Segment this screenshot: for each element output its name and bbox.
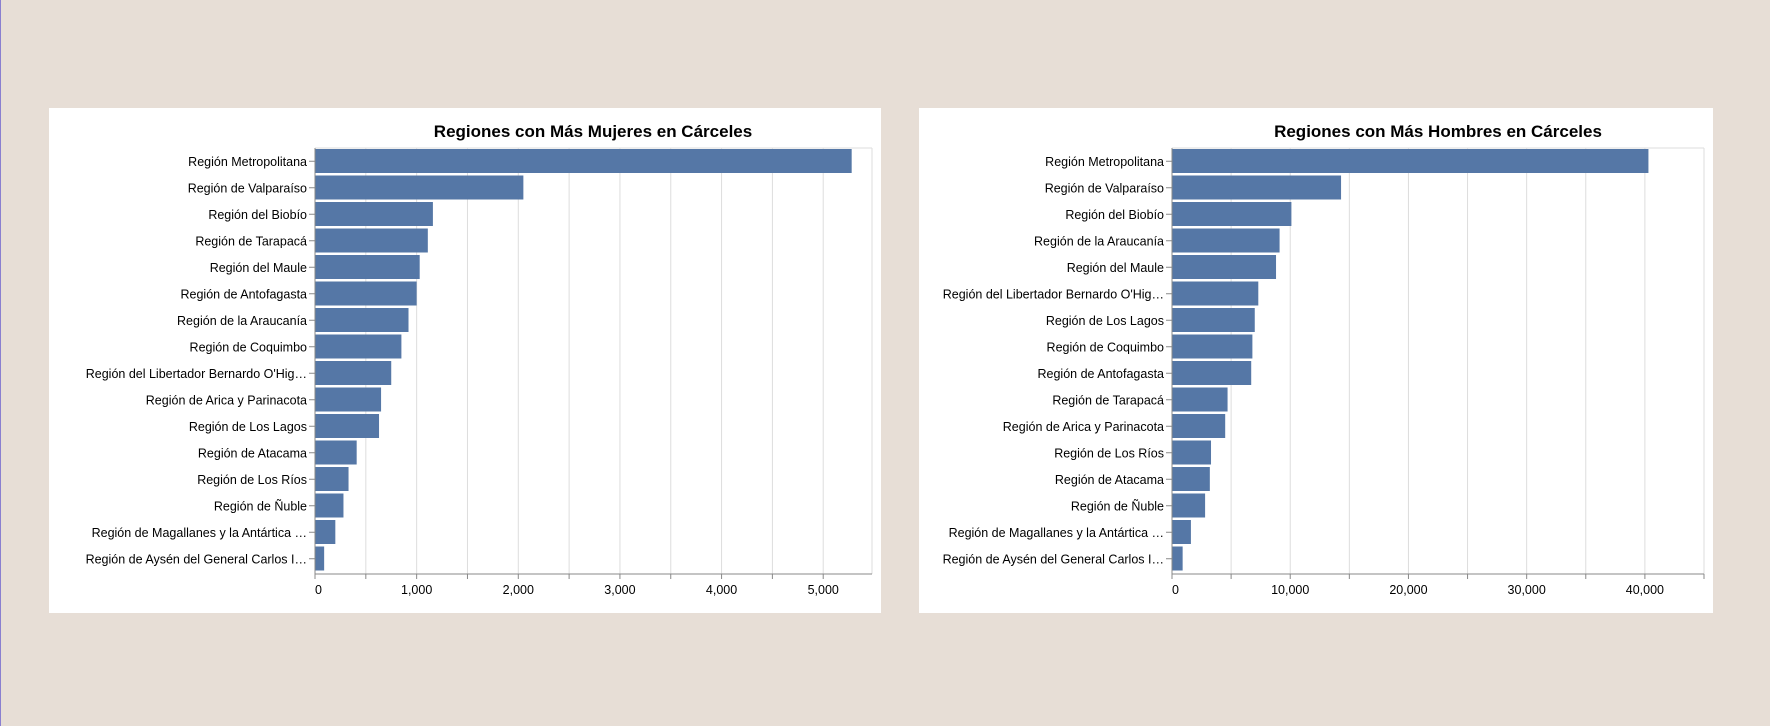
bar-hombres-2	[1172, 202, 1292, 226]
bar-mujeres-11	[315, 440, 357, 465]
category-label: Región de la Araucanía	[177, 314, 307, 328]
bar-mujeres-10	[315, 414, 380, 438]
chart-title-hombres: Regiones con Más Hombres en Cárceles	[1274, 122, 1602, 141]
bar-hombres-0	[1172, 149, 1649, 173]
x-tick-label: 3,000	[604, 583, 635, 597]
category-label: Región de Arica y Parinacota	[146, 393, 307, 407]
category-label: Región de Antofagasta	[181, 287, 308, 301]
category-label: Región de Coquimbo	[1047, 340, 1164, 354]
x-tick-label: 0	[1172, 583, 1179, 597]
category-label: Región de Aysén del General Carlos I…	[943, 552, 1164, 566]
x-tick-label: 20,000	[1389, 583, 1427, 597]
bar-mujeres-8	[315, 361, 392, 385]
category-label: Región del Biobío	[208, 208, 307, 222]
category-label: Región del Maule	[1067, 261, 1164, 275]
x-tick-label: 5,000	[808, 583, 839, 597]
category-label: Región de Magallanes y la Antártica …	[949, 526, 1164, 540]
x-tick-label: 4,000	[706, 583, 737, 597]
bar-mujeres-6	[315, 308, 409, 332]
x-tick-label: 10,000	[1271, 583, 1309, 597]
bar-hombres-13	[1172, 493, 1206, 518]
category-label: Región de la Araucanía	[1034, 234, 1164, 248]
chart-panel-mujeres: Regiones con Más Mujeres en Cárceles Regi…	[49, 108, 881, 613]
category-label: Región de Aysén del General Carlos I…	[86, 552, 307, 566]
category-label: Región de Magallanes y la Antártica …	[92, 526, 307, 540]
bar-mujeres-7	[315, 334, 402, 359]
category-label: Región del Maule	[210, 261, 307, 275]
category-label: Región del Biobío	[1065, 208, 1164, 222]
bar-mujeres-1	[315, 175, 524, 200]
bar-hombres-4	[1172, 255, 1277, 279]
category-label: Región de Valparaíso	[188, 181, 307, 195]
bar-hombres-5	[1172, 281, 1259, 306]
category-label: Región de Los Ríos	[197, 473, 307, 487]
category-label: Región Metropolitana	[188, 155, 307, 169]
x-tick-label: 2,000	[503, 583, 534, 597]
category-label: Región de Los Lagos	[189, 420, 307, 434]
bar-mujeres-14	[315, 520, 336, 544]
category-label: Región de Arica y Parinacota	[1003, 420, 1164, 434]
category-label: Región de Ñuble	[1071, 499, 1164, 513]
bar-hombres-10	[1172, 414, 1226, 438]
bar-mujeres-15	[315, 546, 325, 571]
category-label: Región de Atacama	[198, 446, 307, 460]
bar-hombres-12	[1172, 467, 1210, 491]
category-label: Región del Libertador Bernardo O'Hig…	[943, 287, 1164, 301]
bar-mujeres-0	[315, 149, 852, 173]
bar-hombres-3	[1172, 228, 1280, 253]
chart-hombres: Regiones con Más Hombres en Cárceles Regi…	[943, 122, 1705, 597]
bar-mujeres-2	[315, 202, 433, 226]
chart-mujeres: Regiones con Más Mujeres en Cárceles Regi…	[86, 122, 873, 597]
bar-hombres-11	[1172, 440, 1212, 465]
bar-mujeres-5	[315, 281, 417, 306]
x-tick-label: 1,000	[401, 583, 432, 597]
chart-panel-hombres: Regiones con Más Hombres en Cárceles Regi…	[919, 108, 1713, 613]
bar-mujeres-13	[315, 493, 344, 518]
bar-mujeres-4	[315, 255, 420, 279]
bar-hombres-6	[1172, 308, 1255, 332]
chart-title-mujeres: Regiones con Más Mujeres en Cárceles	[434, 122, 752, 141]
x-tick-label: 0	[315, 583, 322, 597]
category-label: Región de Tarapacá	[195, 234, 307, 248]
category-label: Región de Antofagasta	[1038, 367, 1165, 381]
bar-mujeres-3	[315, 228, 428, 253]
category-label: Región Metropolitana	[1045, 155, 1164, 169]
category-label: Región de Los Ríos	[1054, 446, 1164, 460]
bar-hombres-14	[1172, 520, 1191, 544]
bar-hombres-7	[1172, 334, 1253, 359]
category-label: Región de Ñuble	[214, 499, 307, 513]
category-label: Región de Los Lagos	[1046, 314, 1164, 328]
category-label: Región del Libertador Bernardo O'Hig…	[86, 367, 307, 381]
bar-mujeres-9	[315, 387, 382, 412]
x-tick-label: 40,000	[1626, 583, 1664, 597]
category-label: Región de Valparaíso	[1045, 181, 1164, 195]
bar-hombres-8	[1172, 361, 1252, 385]
bar-hombres-1	[1172, 175, 1342, 200]
category-label: Región de Atacama	[1055, 473, 1164, 487]
bar-hombres-9	[1172, 387, 1228, 412]
x-tick-label: 30,000	[1508, 583, 1546, 597]
bar-hombres-15	[1172, 546, 1183, 571]
category-label: Región de Tarapacá	[1052, 393, 1164, 407]
category-label: Región de Coquimbo	[190, 340, 307, 354]
bar-mujeres-12	[315, 467, 349, 491]
